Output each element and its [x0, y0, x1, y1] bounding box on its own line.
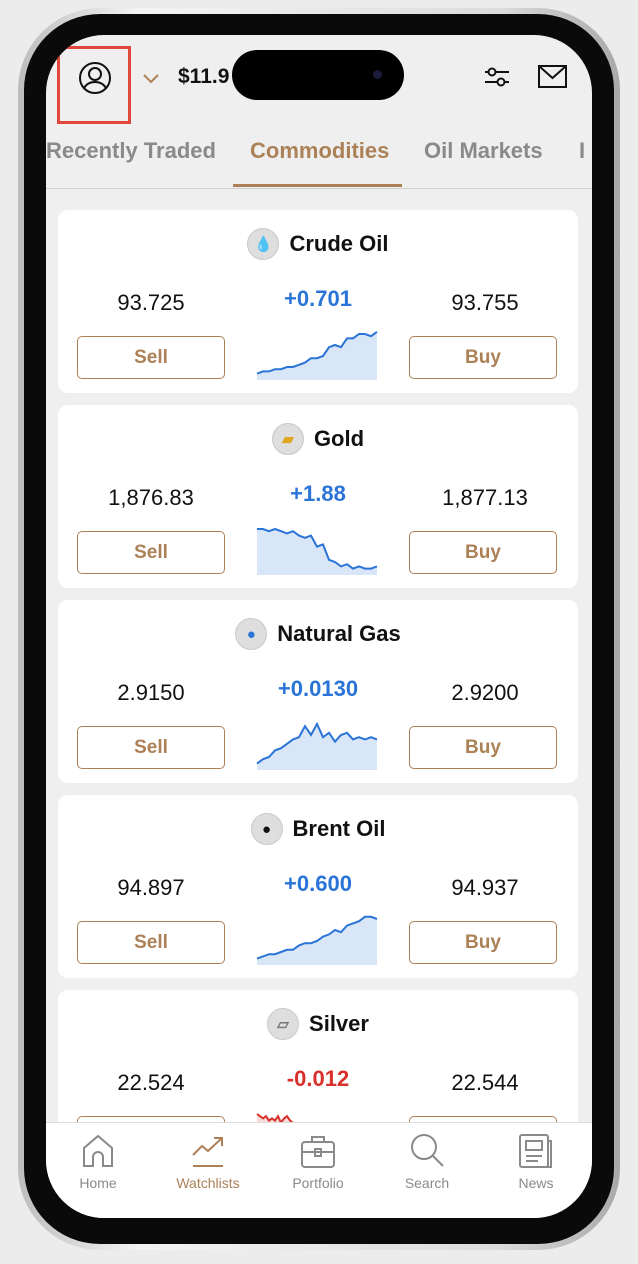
gold-bars-icon: ▰ [271, 423, 304, 455]
sparkline-chart [256, 721, 378, 770]
ask-price: 2.9200 [451, 680, 519, 705]
briefcase-icon [301, 1136, 335, 1168]
newspaper-icon [519, 1134, 552, 1168]
sell-button[interactable]: Sell [77, 726, 225, 769]
category-tabs: Recently Traded Commodities Oil Markets … [46, 135, 592, 189]
commodity-card[interactable]: ▰ Gold 1,876.83 +1.88 1,877.13 Sell Buy [58, 405, 578, 588]
chevron-down-icon[interactable] [142, 73, 160, 85]
nav-label: Home [79, 1175, 117, 1191]
buy-button[interactable]: Buy [409, 336, 557, 379]
card-title: 💧 Crude Oil [58, 228, 578, 260]
commodity-name: Crude Oil [289, 231, 389, 256]
sparkline-area [257, 724, 377, 770]
bid-price: 22.524 [117, 1070, 185, 1095]
card-title: ▱ Silver [58, 1008, 578, 1040]
oil-drop-icon: 💧 [247, 228, 280, 260]
sparkline-chart [256, 915, 378, 965]
price-change: +1.88 [290, 481, 346, 506]
sell-button[interactable]: Sell [77, 921, 225, 964]
home-icon [83, 1134, 113, 1167]
buy-button[interactable]: Buy [409, 531, 557, 574]
nav-portfolio[interactable]: Portfolio [268, 1133, 368, 1191]
sparkline-chart [257, 527, 378, 575]
dynamic-island [232, 50, 404, 100]
user-circle-icon[interactable] [78, 61, 112, 95]
commodity-card[interactable]: ● Brent Oil 94.897 +0.600 94.937 Sell Buy [58, 795, 578, 978]
nav-label: News [518, 1175, 554, 1191]
price-change: -0.012 [286, 1066, 350, 1091]
commodity-card[interactable]: ● Natural Gas 2.9150 +0.0130 2.9200 Sell … [58, 600, 578, 783]
sparkline-line [257, 527, 378, 570]
nav-label: Search [404, 1175, 450, 1191]
sell-button[interactable]: Sell [77, 336, 225, 379]
tab-recently-traded[interactable]: Recently Traded [46, 138, 216, 163]
sparkline-area [257, 529, 377, 575]
trend-icon [192, 1137, 223, 1167]
nav-label: Portfolio [292, 1175, 344, 1191]
price-change: +0.600 [284, 871, 352, 896]
bid-price: 2.9150 [117, 680, 185, 705]
active-tab-indicator [233, 184, 402, 187]
account-balance[interactable]: $11.9 [178, 65, 230, 88]
card-title: ● Brent Oil [58, 813, 578, 845]
commodity-name: Natural Gas [277, 621, 401, 646]
nav-home[interactable]: Home [48, 1133, 148, 1191]
price-change: +0.0130 [277, 676, 359, 701]
search-icon [411, 1134, 444, 1167]
tab-next[interactable]: I [579, 138, 586, 163]
sparkline-area [257, 331, 377, 380]
price-change: +0.701 [284, 286, 352, 311]
silver-bars-icon: ▱ [267, 1008, 300, 1040]
sliders-icon[interactable] [483, 65, 511, 89]
bid-price: 93.725 [117, 290, 185, 315]
commodity-card[interactable]: 💧 Crude Oil 93.725 +0.701 93.755 Sell Buy [58, 210, 578, 393]
nav-news[interactable]: News [486, 1133, 586, 1191]
sell-button[interactable]: Sell [77, 531, 225, 574]
tab-oil-markets[interactable]: Oil Markets [424, 138, 543, 163]
highlight-box [57, 46, 131, 124]
card-title: ▰ Gold [58, 423, 578, 455]
nav-label: Watchlists [176, 1175, 240, 1191]
commodity-name: Brent Oil [292, 816, 386, 841]
bottom-nav: Home Watchlists Portfolio Search News [46, 1122, 592, 1218]
oil-drop-dark-icon: ● [250, 813, 283, 845]
bid-price: 1,876.83 [108, 485, 194, 510]
ask-price: 93.755 [451, 290, 519, 315]
ask-price: 94.937 [451, 875, 519, 900]
buy-button[interactable]: Buy [409, 921, 557, 964]
nav-watchlists[interactable]: Watchlists [158, 1133, 258, 1191]
commodity-name: Gold [313, 426, 365, 451]
sparkline-line [256, 330, 378, 375]
mail-icon[interactable] [538, 65, 567, 88]
sparkline-area [257, 916, 377, 965]
app-screen: $11.9 Recently Traded Commodities Oil Ma… [46, 35, 592, 1218]
nav-search[interactable]: Search [377, 1133, 477, 1191]
ask-price: 1,877.13 [442, 485, 528, 510]
tab-commodities[interactable]: Commodities [250, 138, 390, 163]
sparkline-line [256, 1113, 294, 1125]
bid-price: 94.897 [117, 875, 185, 900]
ask-price: 22.544 [451, 1070, 519, 1095]
card-title: ● Natural Gas [58, 618, 578, 650]
buy-button[interactable]: Buy [409, 726, 557, 769]
commodity-name: Silver [309, 1011, 369, 1036]
flame-icon: ● [235, 618, 268, 650]
sparkline-line [256, 721, 378, 765]
sparkline-chart [256, 330, 378, 380]
sparkline-line [256, 915, 378, 960]
